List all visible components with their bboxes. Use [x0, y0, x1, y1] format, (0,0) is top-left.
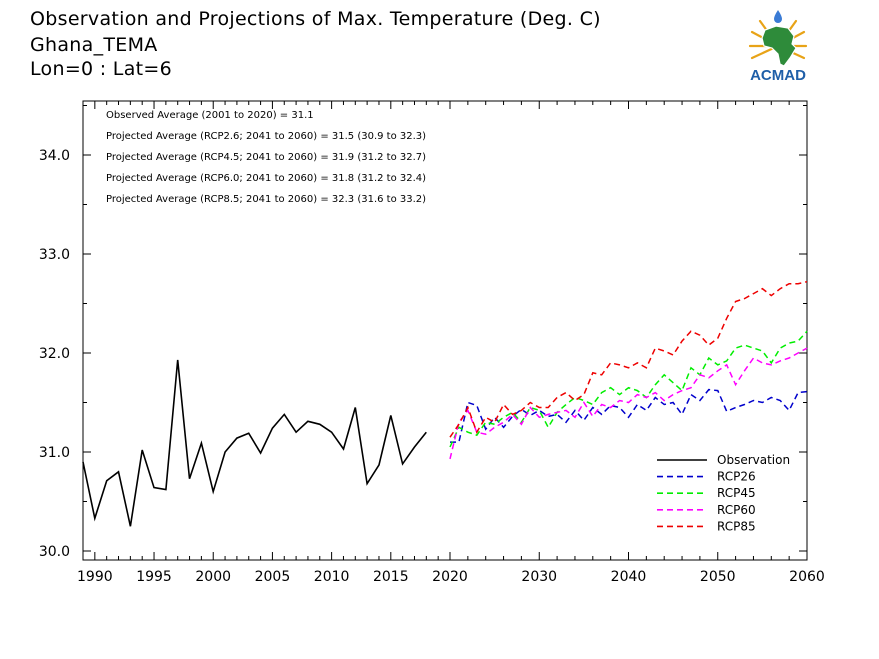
x-tick-label: 2005	[255, 569, 291, 585]
x-tick-label: 2015	[373, 569, 409, 585]
x-tick-label: 2040	[611, 569, 647, 585]
legend: Observation RCP26 RCP45 RCP60 RCP85	[657, 453, 790, 533]
series-line-rcp60	[449, 347, 808, 460]
legend-label-observation: Observation	[717, 453, 790, 467]
logo-text: ACMAD	[750, 67, 806, 84]
y-tick-label: 34.0	[39, 148, 70, 164]
y-tick-label: 30.0	[39, 544, 70, 560]
legend-label-rcp26: RCP26	[717, 470, 756, 484]
series-lines	[82, 280, 808, 527]
annotation-line: Projected Average (RCP4.5; 2041 to 2060)…	[106, 152, 426, 163]
annotation-line: Projected Average (RCP8.5; 2041 to 2060)…	[106, 194, 426, 205]
legend-label-rcp45: RCP45	[717, 486, 756, 500]
x-tick-label: 2020	[432, 569, 468, 585]
x-tick-label: 2060	[789, 569, 825, 585]
x-tick-label: 1990	[77, 569, 113, 585]
series-line-rcp26	[450, 388, 808, 443]
chart-subtitle-location: Ghana_TEMA	[30, 34, 158, 56]
annotation-line: Projected Average (RCP6.0; 2041 to 2060)…	[106, 173, 426, 184]
x-tick-label: 2030	[521, 569, 557, 585]
axes: 1990 1995 2000 2005 2010 2015 2020 2030 2040 2050…	[39, 101, 825, 585]
chart-title: Observation and Projections of Max. Temp…	[30, 8, 601, 30]
africa-map-icon	[761, 25, 797, 67]
x-tick-label: 2000	[195, 569, 231, 585]
series-line-rcp85	[449, 280, 808, 438]
series-line-rcp45	[449, 330, 808, 448]
legend-label-rcp60: RCP60	[717, 503, 756, 517]
legend-label-rcp85: RCP85	[717, 519, 756, 533]
plot-frame	[82, 100, 808, 561]
x-tick-label: 2050	[700, 569, 736, 585]
acmad-logo: ACMAD	[748, 10, 808, 84]
y-tick-label: 31.0	[39, 445, 70, 461]
chart-subtitle-coordinates: Lon=0 : Lat=6	[30, 58, 172, 80]
annotation-line: Observed Average (2001 to 2020) = 31.1	[106, 110, 314, 121]
x-tick-label: 2010	[314, 569, 350, 585]
annotation-block: Observed Average (2001 to 2020) = 31.1 Pr…	[106, 110, 426, 205]
y-tick-label: 32.0	[39, 346, 70, 362]
annotation-line: Projected Average (RCP2.6; 2041 to 2060)…	[106, 131, 426, 142]
water-drop-icon	[774, 10, 782, 23]
y-tick-label: 33.0	[39, 247, 70, 263]
series-line-observation	[82, 359, 427, 527]
x-tick-label: 1995	[136, 569, 172, 585]
